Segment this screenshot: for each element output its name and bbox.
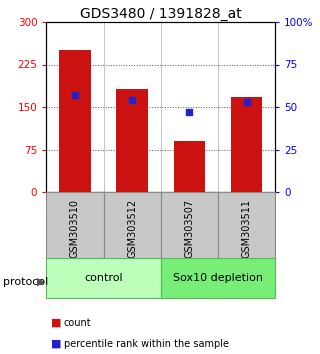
Point bbox=[72, 92, 77, 98]
Text: GSM303507: GSM303507 bbox=[184, 199, 194, 258]
Text: ■: ■ bbox=[51, 318, 62, 328]
Text: ■: ■ bbox=[51, 339, 62, 349]
Text: count: count bbox=[64, 318, 92, 328]
Point bbox=[130, 97, 135, 103]
Bar bbox=[161, 192, 218, 265]
Bar bbox=[174, 141, 205, 192]
Bar bbox=[46, 192, 104, 265]
Bar bbox=[116, 89, 148, 192]
Text: Sox10 depletion: Sox10 depletion bbox=[173, 273, 263, 283]
Bar bbox=[161, 258, 275, 298]
Point bbox=[187, 109, 192, 115]
Point bbox=[244, 99, 249, 105]
Text: ▶: ▶ bbox=[37, 276, 45, 286]
Bar bbox=[46, 258, 161, 298]
Bar bbox=[231, 97, 262, 192]
Bar bbox=[218, 192, 275, 265]
Text: GSM303512: GSM303512 bbox=[127, 199, 137, 258]
Text: control: control bbox=[84, 273, 123, 283]
Bar bbox=[59, 50, 91, 192]
Text: GSM303511: GSM303511 bbox=[242, 199, 252, 258]
Bar bbox=[104, 192, 161, 265]
Text: percentile rank within the sample: percentile rank within the sample bbox=[64, 339, 229, 349]
Text: protocol: protocol bbox=[3, 276, 48, 286]
Title: GDS3480 / 1391828_at: GDS3480 / 1391828_at bbox=[80, 7, 242, 21]
Text: GSM303510: GSM303510 bbox=[70, 199, 80, 258]
